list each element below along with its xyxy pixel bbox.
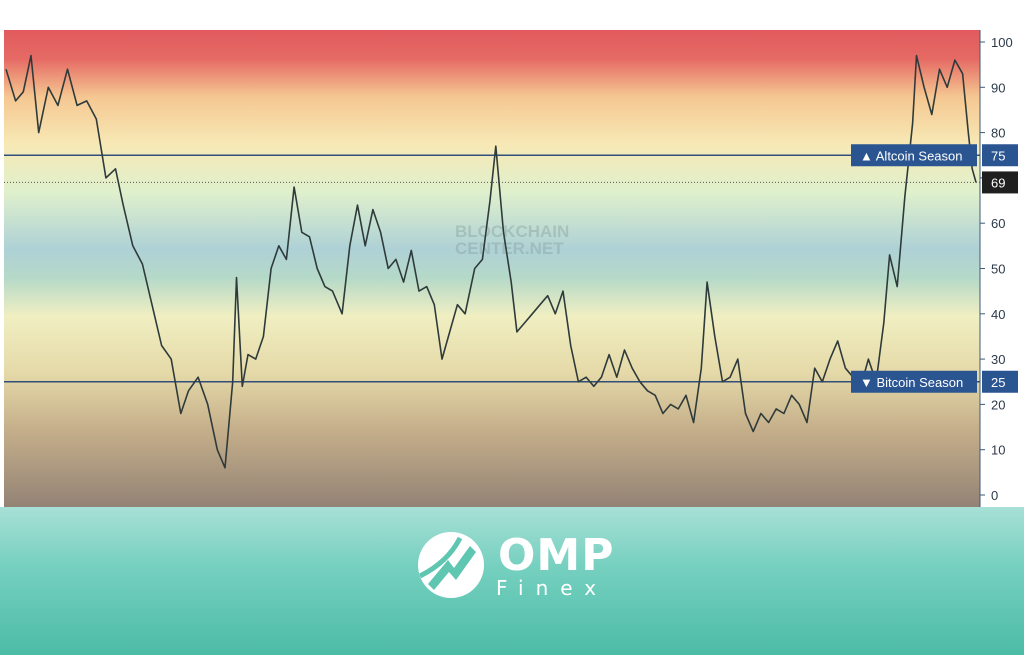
brand-logo: OMP Finex xyxy=(418,530,618,602)
brand-sub: Finex xyxy=(496,576,609,600)
ref-value-label: 75 xyxy=(991,148,1005,163)
index-line xyxy=(5,54,977,469)
current-value-label: 69 xyxy=(991,175,1005,190)
y-tick-label: 40 xyxy=(991,307,1005,322)
y-tick-label: 80 xyxy=(991,126,1005,141)
season-label-box xyxy=(851,144,977,167)
ref-value-box xyxy=(982,144,1018,167)
y-tick-label: 0 xyxy=(991,488,998,503)
current-value-box xyxy=(982,171,1018,194)
y-tick-label: 20 xyxy=(991,397,1005,412)
brand-name: OMP xyxy=(498,530,615,581)
watermark-line-2: CENTER.NET xyxy=(455,239,564,258)
y-tick-label: 90 xyxy=(991,80,1005,95)
y-tick-label: 50 xyxy=(991,262,1005,277)
y-tick-label: 100 xyxy=(991,35,1013,50)
season-label-box xyxy=(851,370,977,393)
altcoin-season-index-chart: BLOCKCHAIN CENTER.NET 100908070605040302… xyxy=(4,30,1018,507)
footer-band xyxy=(0,507,1024,655)
plot-background xyxy=(4,30,980,507)
y-tick-label: 10 xyxy=(991,443,1005,458)
omp-logo-icon xyxy=(418,532,484,598)
y-axis-ticks: 1009080706050403020100 xyxy=(980,35,1013,503)
ref-value-box xyxy=(982,370,1018,393)
watermark: BLOCKCHAIN CENTER.NET xyxy=(455,222,569,258)
season-label: ▼ Bitcoin Season xyxy=(860,375,963,390)
y-tick-label: 30 xyxy=(991,352,1005,367)
y-tick-label: 60 xyxy=(991,216,1005,231)
watermark-line-1: BLOCKCHAIN xyxy=(455,222,569,241)
season-label: ▲ Altcoin Season xyxy=(860,148,962,163)
ref-value-label: 25 xyxy=(991,375,1005,390)
